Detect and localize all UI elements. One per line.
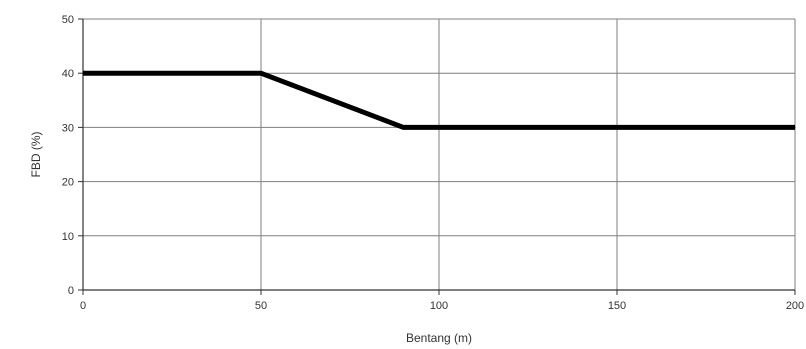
series-layer bbox=[82, 70, 796, 130]
series-0-point-2 bbox=[402, 126, 404, 128]
x-tick-label-0: 0 bbox=[80, 300, 86, 312]
x-tick-label-100: 100 bbox=[430, 300, 448, 312]
x-tick-label-200: 200 bbox=[786, 300, 804, 312]
series-line-0 bbox=[83, 70, 795, 130]
x-axis-title: Bentang (m) bbox=[406, 331, 472, 345]
y-tick-label-20: 20 bbox=[62, 177, 74, 189]
y-tick-label-0: 0 bbox=[68, 285, 74, 297]
y-tick-label-40: 40 bbox=[62, 68, 74, 80]
y-tick-label-50: 50 bbox=[62, 14, 74, 26]
y-tick-label-10: 10 bbox=[62, 231, 74, 243]
x-tick-label-50: 50 bbox=[255, 300, 267, 312]
tick-labels: 0 10 20 30 40 50 0 50 100 150 200 bbox=[62, 14, 804, 312]
series-0-point-3 bbox=[794, 126, 796, 128]
series-0-point-1 bbox=[260, 72, 262, 74]
axes bbox=[78, 18, 796, 295]
y-axis-title: FBD (%) bbox=[29, 132, 43, 178]
series-0-point-0 bbox=[82, 72, 84, 74]
y-tick-label-30: 30 bbox=[62, 122, 74, 134]
x-tick-label-150: 150 bbox=[608, 300, 626, 312]
